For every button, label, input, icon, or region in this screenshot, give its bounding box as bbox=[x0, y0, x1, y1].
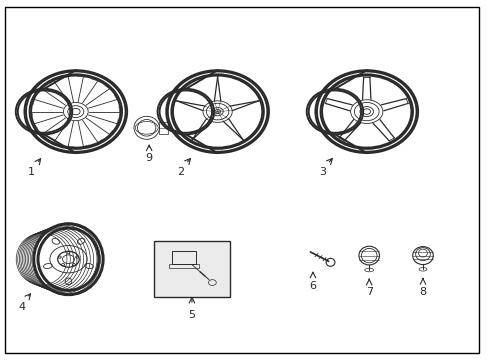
Text: 9: 9 bbox=[145, 153, 152, 163]
Text: 4: 4 bbox=[19, 302, 25, 312]
Text: 3: 3 bbox=[319, 167, 325, 177]
Ellipse shape bbox=[358, 246, 379, 265]
Text: 7: 7 bbox=[365, 287, 372, 297]
Bar bbox=[171, 251, 196, 264]
Text: 2: 2 bbox=[177, 167, 184, 177]
Bar bbox=[154, 241, 229, 297]
Text: 1: 1 bbox=[28, 167, 35, 177]
Text: 5: 5 bbox=[188, 310, 195, 320]
Text: 8: 8 bbox=[419, 287, 426, 297]
Ellipse shape bbox=[412, 247, 432, 265]
Bar bbox=[159, 122, 168, 134]
Text: 6: 6 bbox=[309, 281, 316, 291]
Bar bbox=[169, 264, 198, 268]
